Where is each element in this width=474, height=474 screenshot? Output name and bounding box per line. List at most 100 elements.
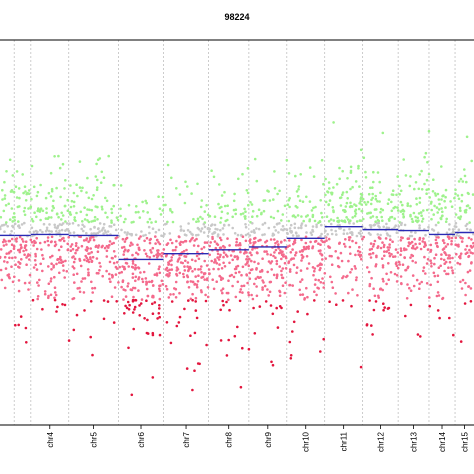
data-point (454, 243, 458, 246)
data-point (152, 254, 156, 258)
data-point (34, 254, 37, 258)
data-point (49, 293, 53, 297)
data-point (54, 291, 57, 294)
data-point (292, 257, 296, 260)
data-point (374, 197, 378, 201)
data-point (426, 258, 430, 261)
data-point (134, 267, 137, 271)
data-point (137, 237, 141, 240)
data-point (293, 222, 297, 226)
data-point (257, 262, 260, 265)
data-point (261, 288, 264, 291)
data-point (362, 217, 365, 221)
data-point (359, 196, 363, 199)
data-point (44, 217, 48, 220)
data-point (199, 229, 203, 233)
data-point (294, 174, 297, 178)
data-point (253, 157, 257, 161)
data-point (151, 312, 155, 316)
data-point (45, 211, 48, 215)
data-point (97, 244, 101, 247)
data-point (182, 249, 186, 253)
data-point (429, 283, 433, 287)
data-point (65, 270, 69, 273)
data-point (381, 241, 384, 244)
data-point (360, 209, 364, 213)
data-point (210, 259, 213, 263)
data-point (105, 255, 109, 258)
data-point (92, 238, 96, 242)
data-point (93, 215, 97, 219)
data-point (251, 244, 255, 247)
data-point (96, 246, 100, 249)
data-point (251, 297, 255, 301)
data-point (377, 221, 381, 225)
data-point (296, 214, 300, 217)
data-point (213, 240, 217, 243)
data-point (137, 289, 140, 292)
data-point (101, 207, 104, 211)
data-point (358, 245, 361, 249)
data-point (48, 229, 51, 233)
data-point (134, 299, 138, 302)
data-point (53, 275, 56, 279)
data-point (300, 259, 303, 262)
data-point (77, 246, 80, 250)
data-point (177, 321, 181, 324)
data-point (10, 207, 14, 210)
data-point (238, 270, 241, 274)
data-point (349, 201, 352, 205)
data-point (376, 171, 380, 174)
data-point (389, 238, 392, 241)
data-point (437, 236, 440, 239)
data-point (417, 212, 421, 215)
data-point (200, 290, 203, 294)
data-point (134, 233, 138, 237)
data-point (14, 323, 17, 327)
data-point (17, 187, 21, 190)
data-point (368, 299, 371, 302)
data-point (15, 170, 19, 173)
data-point (50, 216, 53, 219)
data-point (250, 259, 253, 263)
data-point (127, 265, 130, 268)
data-point (425, 208, 429, 212)
data-point (271, 232, 275, 236)
data-point (67, 236, 70, 239)
data-point (150, 251, 153, 254)
data-point (166, 163, 170, 167)
data-point (444, 220, 448, 223)
data-point (96, 227, 100, 231)
data-point (143, 249, 146, 252)
data-point (349, 271, 352, 274)
data-point (311, 215, 315, 219)
data-point (89, 257, 92, 261)
data-point (298, 199, 302, 202)
data-point (391, 189, 395, 192)
data-point (357, 164, 360, 168)
data-point (344, 245, 347, 248)
data-point (122, 250, 126, 253)
data-point (247, 293, 251, 297)
data-point (317, 287, 321, 290)
data-point (296, 310, 300, 313)
data-point (203, 278, 206, 281)
data-point (66, 242, 69, 246)
data-point (436, 280, 440, 284)
data-point (262, 281, 265, 284)
data-point (183, 307, 186, 311)
data-point (272, 198, 275, 201)
data-point (437, 221, 440, 224)
data-point (298, 250, 302, 253)
data-point (135, 251, 138, 255)
data-point (334, 292, 337, 295)
data-point (313, 269, 316, 273)
data-point (398, 263, 402, 266)
data-point (433, 256, 436, 260)
data-point (153, 301, 157, 304)
data-point (260, 211, 263, 215)
data-point (5, 252, 8, 255)
data-point (195, 316, 199, 320)
data-point (349, 219, 352, 222)
data-point (404, 174, 408, 177)
